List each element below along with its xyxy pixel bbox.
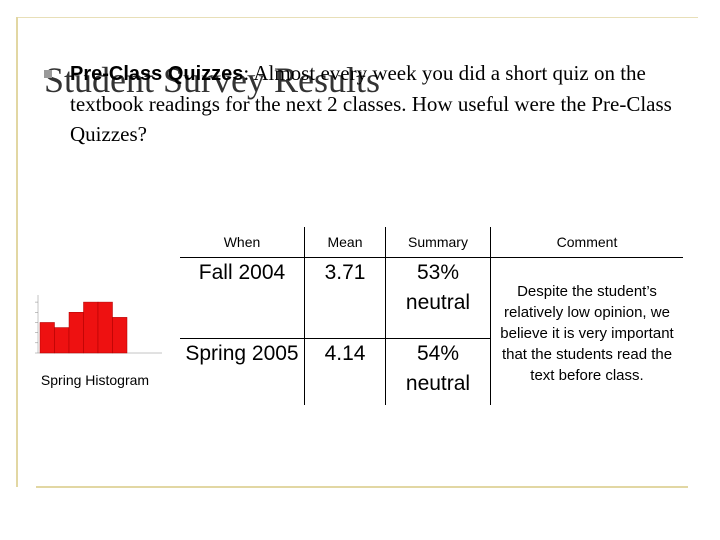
survey-table: When Mean Summary Comment Fall 2004 3.71… [180,227,683,405]
cell-when: Fall 2004 [180,257,305,339]
bullet-marker [44,70,52,78]
spring-histogram [35,295,162,354]
decorative-border-bottom [36,486,688,488]
bullet-body: : Almost every week you did a short quiz… [70,61,672,146]
histogram-bar [54,327,70,354]
cell-comment: Despite the student’s relatively low opi… [500,283,674,384]
header-when: When [180,227,305,258]
bullet-lead: Pre-Class Quizzes [70,63,244,85]
header-mean: Mean [304,227,386,258]
histogram-bar [83,301,99,354]
histogram-bar [39,322,55,354]
decorative-border-top [18,17,698,18]
cell-summary: 53% neutral [385,257,491,339]
cell-mean: 4.14 [304,338,386,405]
histogram-bar [68,312,84,354]
histogram-ticks [35,301,38,354]
histogram-bar [112,317,128,354]
slide-title: Student Survey Results [44,60,381,100]
cell-summary: 54% neutral [385,338,491,405]
table-row: Spring 2005 4.14 54% neutral [180,338,683,405]
table-row: Fall 2004 3.71 53% neutral Despite the s… [180,257,683,384]
histogram-caption: Spring Histogram [40,372,150,388]
bullet-text: Pre-Class Quizzes: Almost every week you… [70,58,700,149]
cell-mean: 3.71 [304,257,386,339]
histogram-bars [39,301,128,354]
table-header-row: When Mean Summary Comment [180,227,683,258]
header-summary: Summary [385,227,491,258]
histogram-bar [97,301,113,354]
header-comment: Comment [490,227,683,258]
decorative-border-left [16,17,18,487]
cell-when: Spring 2005 [180,338,305,405]
